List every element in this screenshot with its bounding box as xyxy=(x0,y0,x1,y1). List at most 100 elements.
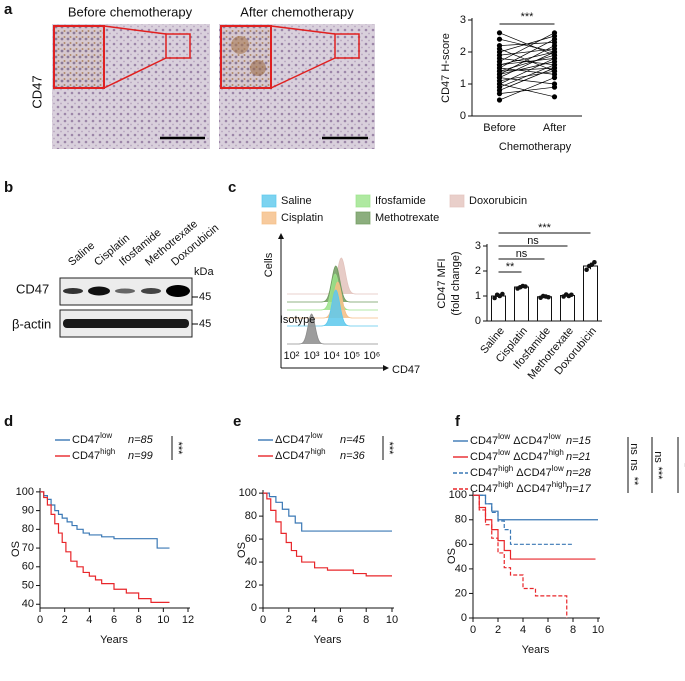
x-tick-label: 8 xyxy=(570,624,576,636)
inset xyxy=(220,25,272,89)
legend-part: ΔCD47 xyxy=(510,451,549,463)
legend-part: low xyxy=(498,448,510,457)
point xyxy=(584,267,589,273)
y-tick-label: 40 xyxy=(245,556,257,568)
x-tick-label: 10⁵ xyxy=(343,350,360,362)
y-tick-label: 1 xyxy=(460,78,466,90)
sig-label: *** xyxy=(538,222,552,234)
survival-curve xyxy=(473,494,573,545)
bar xyxy=(514,286,529,322)
micrograph-title: Before chemotherapy xyxy=(68,4,193,19)
legend-part: low xyxy=(549,432,561,441)
point xyxy=(496,36,503,42)
point xyxy=(551,33,558,39)
connector xyxy=(103,25,167,89)
sig-label: ** xyxy=(628,477,640,486)
y-axis-label: CD47 H-score xyxy=(440,33,452,103)
survival-curve xyxy=(40,491,170,603)
legend-part: CD47 xyxy=(470,451,498,463)
bar xyxy=(560,295,575,322)
y-tick-label: 90 xyxy=(22,505,34,517)
legend-label: CD47low ΔCD47high xyxy=(470,448,564,463)
roi xyxy=(334,33,360,59)
survival-curve xyxy=(473,494,596,560)
survival-curve xyxy=(263,492,392,577)
point xyxy=(546,294,551,300)
micrograph-title: After chemotherapy xyxy=(240,4,354,19)
legend-label: Saline xyxy=(281,195,312,207)
x-tick-label: 4 xyxy=(86,614,92,626)
pair-line xyxy=(499,38,555,69)
point xyxy=(551,94,558,100)
y-tick-label: 1 xyxy=(475,290,481,302)
histogram xyxy=(287,289,379,327)
point xyxy=(551,68,558,74)
sig-label: *** xyxy=(652,467,664,481)
row-label: β-actin xyxy=(12,316,51,331)
point xyxy=(496,97,503,103)
band xyxy=(63,319,189,328)
point xyxy=(496,30,503,36)
y-tick-label: 60 xyxy=(22,561,34,573)
survival-curve xyxy=(473,494,568,618)
panel-label: b xyxy=(4,179,13,196)
y-tick-label: 0 xyxy=(461,612,467,624)
row-label: CD47 xyxy=(16,281,49,296)
legend-part: CD47 xyxy=(470,483,498,495)
y-tick-label: 3 xyxy=(460,14,466,26)
legend-label: Ifosfamide xyxy=(375,195,426,207)
point xyxy=(500,291,505,297)
legend-swatch xyxy=(261,194,277,208)
sig-label: ns xyxy=(628,443,640,455)
isotype-label: Isotype xyxy=(280,314,315,326)
y-tick-label: 100 xyxy=(16,486,34,498)
x-tick-label: 0 xyxy=(37,614,43,626)
legend-n: n=85 xyxy=(128,434,154,446)
y-tick-label: 100 xyxy=(239,487,257,499)
connector xyxy=(270,25,336,89)
y-axis-label: OS xyxy=(10,541,22,557)
bar xyxy=(583,265,598,322)
roi xyxy=(165,33,191,59)
y-tick-label: 2 xyxy=(460,46,466,58)
legend-part: high xyxy=(552,480,567,489)
legend-part: low xyxy=(310,431,322,440)
legend-label: CD47high ΔCD47high xyxy=(470,480,567,495)
x-tick-label: 10⁴ xyxy=(323,350,340,362)
legend-label: Doxorubicin xyxy=(469,195,527,207)
legend-label: Methotrexate xyxy=(375,212,439,224)
sig-label: ** xyxy=(506,261,515,273)
legend-part: CD47 xyxy=(72,450,100,462)
legend-part: ΔCD47 xyxy=(513,483,552,495)
pair-line xyxy=(499,32,555,56)
pair-line xyxy=(499,67,555,72)
x-tick-label: 0 xyxy=(470,624,476,636)
x-tick-label: 4 xyxy=(520,624,526,636)
y-tick-label: 80 xyxy=(455,514,467,526)
marker-label: CD47 xyxy=(29,75,44,108)
x-tick-label: 4 xyxy=(312,614,318,626)
legend-label: CD47low ΔCD47low xyxy=(470,432,561,447)
pair-line xyxy=(499,70,555,82)
band xyxy=(88,286,110,296)
x-axis-label: CD47 xyxy=(392,364,420,376)
pair-line xyxy=(499,77,555,101)
sig-label: *** xyxy=(172,442,184,456)
histogram xyxy=(287,313,379,345)
x-tick-label: 10² xyxy=(284,350,300,362)
y-axis-label: CD47 MFI xyxy=(436,258,448,308)
sig-label: *** xyxy=(383,442,395,456)
sig-label: * xyxy=(678,463,685,468)
y-tick-label: 40 xyxy=(455,563,467,575)
x-tick-label: 2 xyxy=(495,624,501,636)
sig-label: ns xyxy=(652,451,664,463)
x-tick-label: 6 xyxy=(337,614,343,626)
stain xyxy=(250,60,266,76)
y-tick-label: 0 xyxy=(475,315,481,327)
x-tick-label: 10 xyxy=(157,614,169,626)
pair-line xyxy=(499,38,555,53)
legend-part: CD47 xyxy=(470,467,498,479)
x-tick-label: 10⁶ xyxy=(364,350,381,362)
point xyxy=(551,81,558,87)
